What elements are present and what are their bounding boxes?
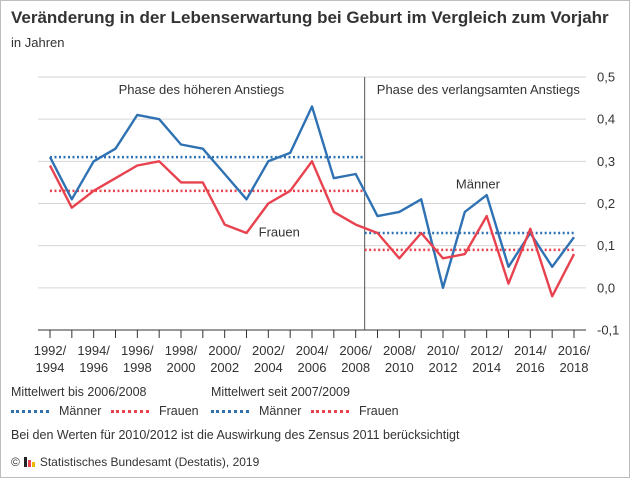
source-line: © Statistisches Bundesamt (Destatis), 20…: [11, 455, 259, 469]
x-tick-label: 1994/: [77, 343, 110, 358]
x-tick-label: 2008/: [383, 343, 416, 358]
series-line-women: [48, 160, 576, 298]
x-tick-label: 2004: [254, 360, 283, 375]
series-line-men: [48, 105, 575, 289]
legend-men-dotted-line: [211, 409, 249, 413]
legend-women-since-2007: Frauen: [311, 404, 399, 418]
phase-label-left: Phase des höheren Anstiegs: [119, 82, 285, 97]
x-tick-label: 1998: [123, 360, 152, 375]
x-tick-label: 1996/: [121, 343, 154, 358]
x-tick-label: 1994: [36, 360, 65, 375]
x-tick-label: 2014: [472, 360, 501, 375]
line-chart: 0,5 0,4 0,3 0,2 0,1 0,0 -0,1 1992/1994 1994/1996…: [34, 70, 620, 376]
x-tick-label: 2006: [298, 360, 327, 375]
x-tick-label: 2008: [341, 360, 370, 375]
source-text: Statistisches Bundesamt (Destatis), 2019: [39, 455, 260, 469]
x-tick-label: 2000: [167, 360, 196, 375]
x-tick-label: 2012: [429, 360, 458, 375]
x-tick-label: 2000/: [208, 343, 241, 358]
legend-men-label: Männer: [59, 404, 102, 418]
census-note: Bei den Werten für 2010/2012 ist die Aus…: [11, 428, 460, 442]
x-tick-label: 2016/: [558, 343, 591, 358]
legend-women-dotted-line: [311, 409, 349, 413]
x-tick-label: 2016: [516, 360, 545, 375]
x-tick-label: 2010/: [427, 343, 460, 358]
x-tick-label: 2006/: [339, 343, 372, 358]
y-tick-label: -0,1: [597, 323, 619, 338]
y-tick-label: 0,1: [597, 238, 615, 253]
legend-women-label: Frauen: [159, 404, 199, 418]
x-tick-label: 2002/: [252, 343, 285, 358]
y-tick-label: 0,2: [597, 196, 615, 211]
copyright-symbol: ©: [11, 455, 20, 469]
chart-title: Veränderung in der Lebenserwartung bei G…: [11, 8, 609, 27]
legend-men-label: Männer: [259, 404, 302, 418]
legend-women-until-2006: Frauen: [111, 404, 199, 418]
series-label: Frauen: [259, 224, 300, 239]
y-tick-label: 0,0: [597, 280, 615, 295]
chart-subtitle: in Jahren: [11, 35, 65, 50]
phase-label-right: Phase des verlangsamten Anstiegs: [377, 82, 581, 97]
legend-men-until-2006: Männer: [11, 404, 101, 418]
legend-title-until-2006: Mittelwert bis 2006/2008: [11, 385, 147, 399]
y-tick-label: 0,5: [597, 70, 615, 85]
x-tick-label: 2018: [560, 360, 589, 375]
x-tick-label: 2002: [210, 360, 239, 375]
legend-women-label: Frauen: [359, 404, 399, 418]
x-tick-label: 2004/: [296, 343, 329, 358]
x-tick-label: 1996: [79, 360, 108, 375]
x-tick-label: 2010: [385, 360, 414, 375]
x-tick-label: 1998/: [165, 343, 198, 358]
x-tick-label: 2014/: [514, 343, 547, 358]
series-label: Männer: [456, 177, 501, 192]
x-tick-label: 1992/: [34, 343, 67, 358]
x-tick-label: 2012/: [470, 343, 503, 358]
legend-title-since-2007: Mittelwert seit 2007/2009: [211, 385, 350, 399]
y-tick-label: 0,3: [597, 154, 615, 169]
destatis-logo-icon: [23, 457, 36, 467]
y-tick-label: 0,4: [597, 112, 615, 127]
legend-men-since-2007: Männer: [211, 404, 301, 418]
legend-women-dotted-line: [111, 409, 149, 413]
legend-men-dotted-line: [11, 409, 49, 413]
